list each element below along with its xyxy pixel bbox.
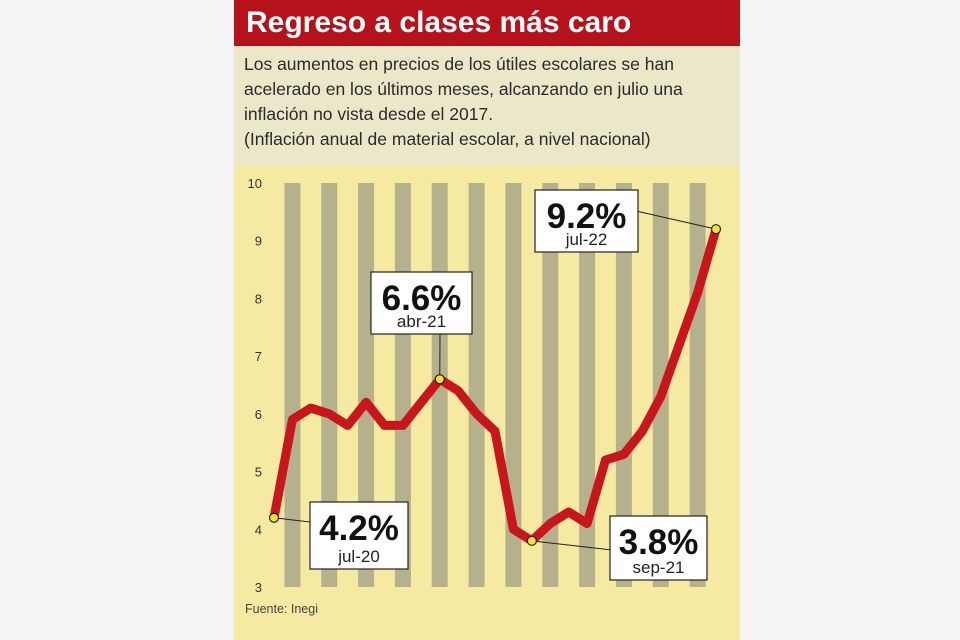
y-tick-label: 10 bbox=[248, 176, 262, 191]
annotation-leader bbox=[531, 540, 613, 551]
annotation-date: sep-21 bbox=[633, 558, 685, 577]
annotation-leader bbox=[635, 210, 717, 230]
annotation-date: jul-20 bbox=[337, 547, 380, 566]
series-line bbox=[269, 224, 721, 546]
subtitle-line: inflación no vista desde el 2017. bbox=[244, 104, 494, 124]
annotation-value: 3.8% bbox=[619, 523, 699, 562]
annotation-date: abr-21 bbox=[397, 312, 446, 331]
subtitle-line: Los aumentos en precios de los útiles es… bbox=[244, 54, 674, 74]
source-note: Fuente: Inegi bbox=[245, 602, 318, 616]
annotation-box bbox=[370, 271, 473, 335]
annotation-box bbox=[309, 501, 409, 570]
annotation-leader bbox=[273, 517, 311, 523]
annotation-marker bbox=[268, 512, 280, 523]
grid-stripe bbox=[579, 183, 596, 587]
y-tick-label: 8 bbox=[255, 291, 262, 306]
annotation-box bbox=[534, 189, 639, 253]
annotation-marker bbox=[434, 374, 445, 385]
y-tick-label: 6 bbox=[255, 407, 262, 422]
annotation-value: 4.2% bbox=[319, 509, 399, 548]
grid-stripe bbox=[358, 183, 375, 587]
subtitle-box: Los aumentos en precios de los útiles es… bbox=[234, 46, 740, 166]
grid-stripe bbox=[468, 183, 485, 587]
annotation-marker bbox=[710, 224, 722, 235]
annotation-value: 9.2% bbox=[547, 197, 627, 236]
annotation-value: 6.6% bbox=[382, 279, 462, 318]
annotation-date: jul-22 bbox=[565, 230, 608, 249]
chart-subtitle: Los aumentos en precios de los útiles es… bbox=[244, 52, 736, 152]
y-tick-label: 4 bbox=[255, 522, 262, 537]
grid-stripe bbox=[321, 183, 338, 587]
y-tick-label: 9 bbox=[255, 234, 262, 249]
subtitle-line: (Inflación anual de material escolar, a … bbox=[244, 129, 651, 149]
grid-stripe bbox=[284, 183, 301, 587]
subtitle-line: acelerado en los últimos meses, alcanzan… bbox=[244, 79, 683, 99]
grid-stripe bbox=[542, 183, 559, 587]
grid-stripe bbox=[615, 183, 632, 587]
annotation-marker bbox=[526, 535, 537, 546]
y-tick-label: 7 bbox=[255, 349, 262, 364]
title-bar: Regreso a clases más caro bbox=[234, 0, 740, 46]
y-tick-label: 5 bbox=[255, 465, 262, 480]
y-tick-label: 3 bbox=[255, 580, 262, 595]
annotation-box bbox=[609, 515, 708, 581]
chart-title: Regreso a clases más caro bbox=[246, 6, 632, 39]
